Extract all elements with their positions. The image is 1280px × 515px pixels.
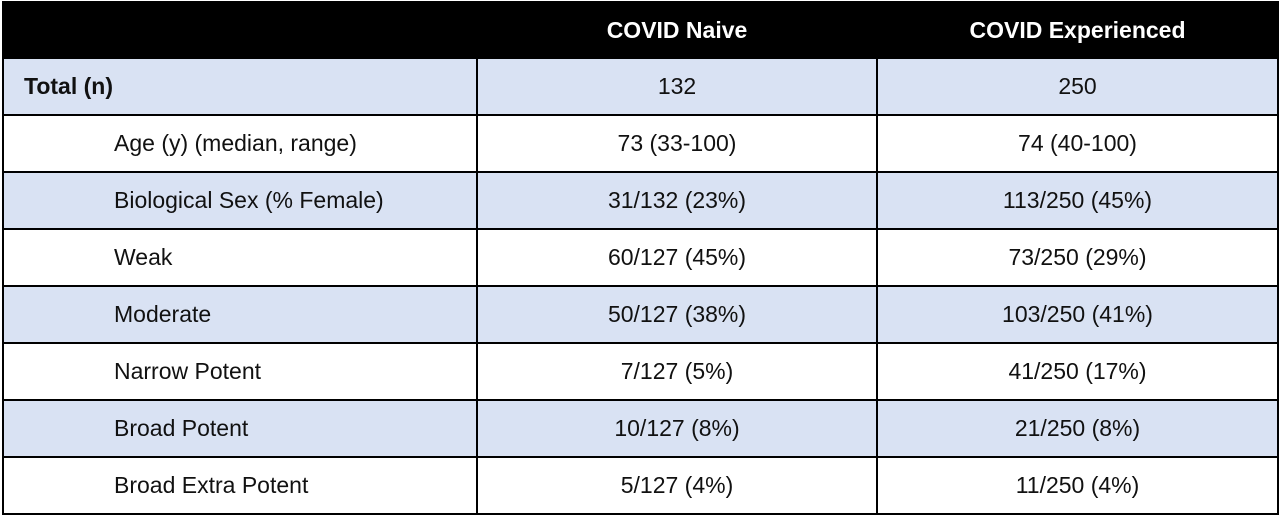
naive-value: 31/132 (23%) <box>476 171 878 230</box>
experienced-value: 11/250 (4%) <box>876 456 1279 515</box>
experienced-value: 113/250 (45%) <box>876 171 1279 230</box>
row-label: Moderate <box>2 285 478 344</box>
table-row-broad-extra-potent: Broad Extra Potent 5/127 (4%) 11/250 (4%… <box>2 456 1279 515</box>
experienced-value: 103/250 (41%) <box>876 285 1279 344</box>
naive-value: 50/127 (38%) <box>476 285 878 344</box>
experienced-value: 41/250 (17%) <box>876 342 1279 401</box>
header-covid-experienced: COVID Experienced <box>876 1 1279 59</box>
row-label: Weak <box>2 228 478 287</box>
naive-value: 5/127 (4%) <box>476 456 878 515</box>
naive-value: 10/127 (8%) <box>476 399 878 458</box>
naive-value: 60/127 (45%) <box>476 228 878 287</box>
table-row-weak: Weak 60/127 (45%) 73/250 (29%) <box>2 228 1279 287</box>
experienced-value: 74 (40-100) <box>876 114 1279 173</box>
header-covid-naive: COVID Naive <box>476 1 878 59</box>
row-label: Broad Potent <box>2 399 478 458</box>
experienced-value: 73/250 (29%) <box>876 228 1279 287</box>
row-label: Broad Extra Potent <box>2 456 478 515</box>
table-row-moderate: Moderate 50/127 (38%) 103/250 (41%) <box>2 285 1279 344</box>
row-label: Total (n) <box>2 57 478 116</box>
experienced-value: 250 <box>876 57 1279 116</box>
naive-value: 73 (33-100) <box>476 114 878 173</box>
header-empty-cell <box>2 1 478 59</box>
row-label: Biological Sex (% Female) <box>2 171 478 230</box>
table-row-broad-potent: Broad Potent 10/127 (8%) 21/250 (8%) <box>2 399 1279 458</box>
row-label: Narrow Potent <box>2 342 478 401</box>
table-row-sex: Biological Sex (% Female) 31/132 (23%) 1… <box>2 171 1279 230</box>
table-header-row: COVID Naive COVID Experienced <box>2 1 1279 59</box>
table-row-total: Total (n) 132 250 <box>2 57 1279 116</box>
table-row-narrow-potent: Narrow Potent 7/127 (5%) 41/250 (17%) <box>2 342 1279 401</box>
experienced-value: 21/250 (8%) <box>876 399 1279 458</box>
naive-value: 7/127 (5%) <box>476 342 878 401</box>
naive-value: 132 <box>476 57 878 116</box>
row-label: Age (y) (median, range) <box>2 114 478 173</box>
table-row-age: Age (y) (median, range) 73 (33-100) 74 (… <box>2 114 1279 173</box>
